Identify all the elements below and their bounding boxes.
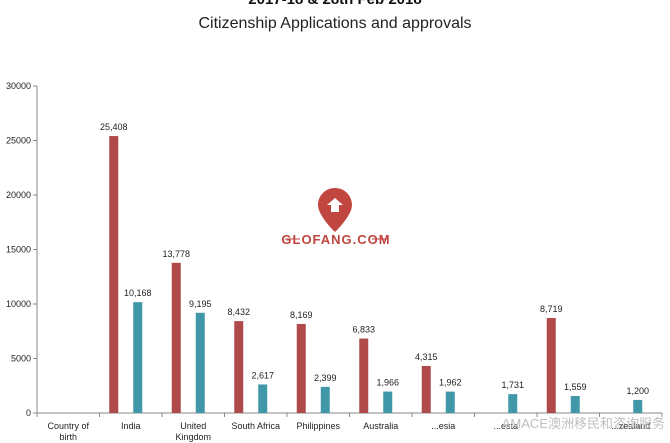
x-category-label: ...esia — [431, 421, 455, 431]
bar-series-0-4 — [296, 323, 306, 413]
data-label-0-1: 25,408 — [100, 122, 128, 132]
data-label-1-7: 1,731 — [501, 380, 524, 390]
x-category-label: India — [121, 421, 141, 431]
bar-series-1-1 — [133, 302, 143, 413]
bar-series-1-3 — [258, 384, 268, 413]
y-tick-label: 5000 — [11, 354, 31, 364]
watermark: GLOFANG.COM AMACE澳洲移民和咨询服务 — [281, 188, 665, 431]
chart-title: Citizenship Applications and approvals — [198, 15, 472, 32]
data-label-1-6: 1,962 — [439, 378, 462, 388]
bar-series-0-3 — [234, 321, 244, 413]
bar-series-1-7 — [508, 394, 518, 413]
chart-category-labels: Country of birth India United Kingdom South A… — [47, 421, 650, 442]
chart-data-labels: 25,408 13,778 8,432 8,169 6,833 4,315 8,719 10,… — [100, 122, 649, 396]
bar-series-1-4 — [320, 386, 330, 413]
y-tick-label: 20000 — [6, 190, 31, 200]
watermark-text: GLOFANG.COM — [281, 232, 390, 247]
data-label-1-2: 9,195 — [189, 299, 212, 309]
bar-series-0-8 — [546, 317, 556, 413]
y-tick-label: 30000 — [6, 81, 31, 91]
data-label-0-6: 4,315 — [415, 352, 438, 362]
bar-series-0-2 — [171, 262, 181, 413]
x-category-label: ...zealand — [611, 421, 650, 431]
x-category-label: ...esta — [493, 421, 518, 431]
data-label-0-4: 8,169 — [290, 310, 313, 320]
watermark-footer-text: AMACE澳洲移民和咨询服务 — [502, 416, 665, 431]
data-label-0-2: 13,778 — [162, 249, 190, 259]
data-label-1-1: 10,168 — [124, 288, 152, 298]
y-tick-label: 25000 — [6, 136, 31, 146]
bar-series-1-2 — [195, 312, 205, 413]
data-label-1-4: 2,399 — [314, 373, 337, 383]
data-label-1-3: 2,617 — [251, 370, 274, 380]
bar-series-1-9 — [633, 399, 643, 413]
x-category-label: Philippines — [296, 421, 340, 431]
bar-series-1-5 — [383, 391, 393, 413]
data-label-0-5: 6,833 — [352, 325, 375, 335]
x-category-label: United Kingdom — [175, 421, 211, 442]
bar-series-0-1 — [109, 136, 119, 413]
data-label-0-3: 8,432 — [227, 307, 250, 317]
x-category-label: Country of birth — [47, 421, 89, 442]
x-category-label: South Africa — [231, 421, 280, 431]
bar-series-0-6 — [421, 365, 431, 413]
bar-series-0-5 — [359, 338, 369, 413]
x-category-label: Australia — [363, 421, 398, 431]
data-label-0-8: 8,719 — [540, 304, 563, 314]
data-label-1-5: 1,966 — [376, 378, 399, 388]
bar-series-1-8 — [570, 396, 580, 413]
chart-bars — [109, 136, 643, 413]
chart-top-title: 2017-18 & 28th Feb 2018 — [0, 0, 670, 8]
location-pin-icon — [318, 188, 352, 232]
bar-series-1-6 — [445, 391, 455, 413]
y-tick-label: 15000 — [6, 245, 31, 255]
data-label-1-8: 1,559 — [564, 382, 587, 392]
data-label-1-9: 1,200 — [626, 386, 649, 396]
y-tick-label: 10000 — [6, 299, 31, 309]
y-tick-label: 0 — [26, 408, 31, 418]
